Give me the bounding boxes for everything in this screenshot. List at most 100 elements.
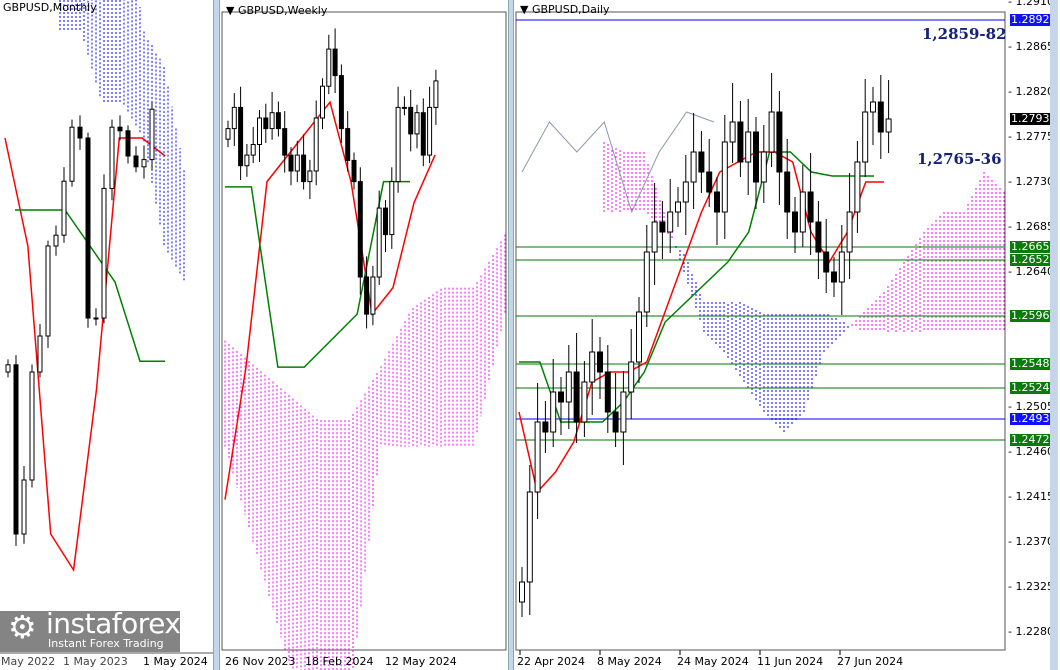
candle-body — [301, 154, 307, 183]
candle-body — [125, 130, 131, 157]
candle-body — [519, 581, 525, 603]
candle-body — [149, 108, 155, 161]
candle-body — [282, 128, 288, 156]
candle-body — [53, 234, 59, 247]
candle-body — [690, 151, 697, 183]
panel-splitter[interactable] — [213, 0, 220, 670]
candle-body — [77, 126, 83, 139]
price-tick-label: - 1.2370 — [1008, 535, 1054, 548]
candle-body — [13, 364, 19, 535]
gear-logo-icon: ⚙ — [8, 611, 37, 646]
candle-body — [799, 191, 806, 233]
right-scroll-strip — [1050, 0, 1058, 670]
candle-body — [675, 201, 681, 213]
instaforex-logo: ⚙ instaforex Instant Forex Trading — [0, 611, 180, 652]
weekly-chart-title: ▼ GBPUSD,Weekly — [226, 4, 328, 17]
price-level-tag: 1.2472 — [1010, 433, 1050, 446]
daily-x-label: 11 Jun 2024 — [757, 655, 824, 668]
monthly-chart-title: GBPUSD,Monthly — [3, 1, 97, 14]
price-level-tag: 1.2548 — [1010, 357, 1050, 370]
candle-body — [231, 106, 237, 130]
candle-body — [288, 154, 294, 172]
candle-body — [117, 126, 123, 132]
candle-body — [862, 111, 869, 163]
candle-body — [636, 311, 642, 363]
candle-body — [101, 187, 107, 319]
candle-body — [109, 126, 115, 189]
candle-body — [313, 117, 319, 172]
candle-body — [69, 126, 75, 182]
candle-body — [133, 155, 139, 168]
daily-x-label: 24 May 2024 — [677, 655, 749, 668]
candle-body — [573, 371, 580, 423]
logo-tagline: Instant Forex Trading — [48, 637, 164, 650]
candle-body — [698, 151, 705, 173]
candle-body — [257, 117, 262, 145]
chart-frame — [515, 11, 1006, 651]
price-level-tag: 1.2665 — [1010, 240, 1050, 253]
candle-body — [29, 371, 35, 481]
price-level-tag: 1.2524 — [1010, 381, 1050, 394]
candle-body — [823, 251, 830, 273]
candle-body — [93, 317, 99, 320]
candle-body — [351, 159, 357, 183]
candle-body — [5, 364, 11, 373]
weekly-x-label: 18 Feb 2024 — [305, 655, 374, 668]
candle-body — [565, 371, 572, 403]
candle-body — [651, 221, 658, 253]
candle-body — [263, 117, 269, 130]
candle-body — [838, 251, 845, 283]
candle-body — [550, 391, 557, 433]
candle-body — [807, 191, 814, 223]
candle-body — [558, 391, 564, 403]
price-tick-label: - 1.2460 — [1008, 445, 1054, 458]
support-annotation: 1,2765-36 — [917, 150, 1002, 168]
candle-body — [433, 80, 439, 108]
candle-body — [383, 207, 388, 236]
candle-body — [307, 170, 313, 183]
candle-body — [37, 335, 43, 373]
tenkan-line — [518, 151, 884, 494]
candle-body — [760, 151, 767, 183]
candle-body — [776, 111, 783, 173]
candle-body — [682, 181, 689, 203]
price-tick-label: - 1.2865 — [1008, 40, 1054, 53]
candle-body — [408, 106, 414, 135]
candle-body — [597, 351, 603, 373]
weekly-chart — [221, 11, 507, 670]
panel-splitter[interactable] — [508, 0, 514, 670]
candle-body — [768, 111, 775, 153]
candle-body — [784, 171, 791, 213]
weekly-chart-panel[interactable]: ▼ GBPUSD,Weekly 26 Nov 2023 18 Feb 2024 … — [220, 0, 508, 670]
candle-body — [877, 101, 884, 133]
candle-body — [225, 128, 231, 140]
daily-chart-panel[interactable] — [514, 0, 1050, 670]
candle-body — [141, 159, 147, 168]
collapse-triangle-icon[interactable]: ▼ — [226, 4, 238, 17]
candle-body — [395, 106, 401, 183]
chart-frame — [221, 11, 507, 651]
candle-body — [420, 112, 426, 156]
candle-body — [61, 180, 67, 236]
candle-body — [275, 112, 281, 130]
price-tick-label: - 1.2415 — [1008, 490, 1054, 503]
candle-body — [238, 106, 244, 167]
candle-body — [620, 391, 627, 433]
candle-body — [338, 75, 344, 130]
candle-body — [628, 361, 635, 393]
candle-body — [45, 245, 51, 337]
candle-body — [376, 207, 382, 278]
candle-body — [753, 131, 759, 183]
logo-brand: instaforex — [46, 611, 180, 640]
candle-body — [729, 121, 736, 143]
candle-body — [414, 112, 420, 135]
monthly-chart-panel[interactable]: GBPUSD,Monthly — [0, 0, 213, 670]
collapse-triangle-icon[interactable]: ▼ — [520, 3, 532, 16]
candle-body — [427, 106, 433, 156]
price-tick-label: - 1.2640 — [1008, 265, 1054, 278]
candle-body — [21, 479, 27, 535]
candle-body — [885, 118, 892, 133]
candle-body — [643, 251, 650, 313]
candle-body — [667, 211, 674, 233]
candle-body — [326, 48, 332, 87]
